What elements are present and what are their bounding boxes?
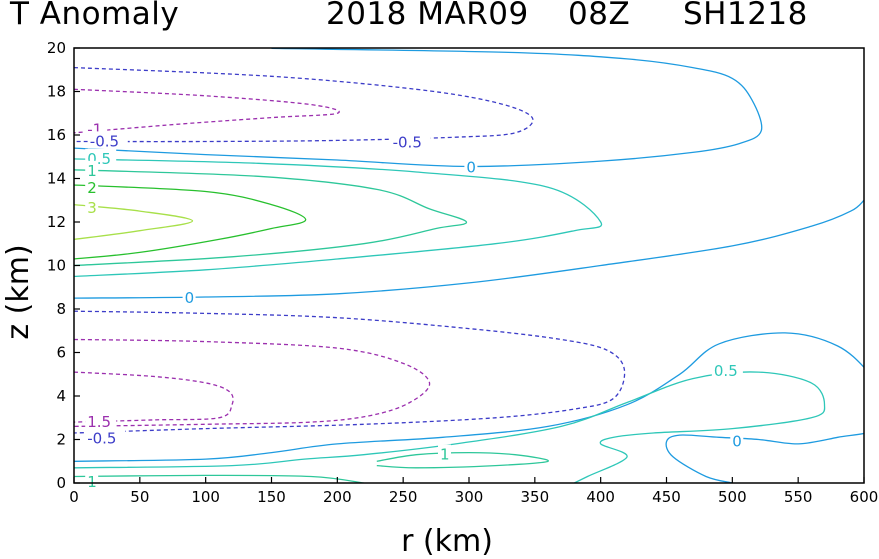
y-tick-label-7: 14 — [47, 170, 66, 188]
svg-text:1: 1 — [87, 473, 97, 491]
contour-label-7: 3 — [85, 197, 99, 217]
contour-label-11: -0.5 — [85, 428, 126, 447]
x-tick-label-12: 600 — [850, 488, 879, 506]
x-tick-label-5: 250 — [389, 488, 418, 506]
contour-line-0 — [74, 48, 763, 168]
chart-title-storm: SH1218 — [683, 0, 808, 32]
contour-line-2 — [74, 88, 340, 134]
y-tick-label-0: 0 — [56, 474, 66, 492]
chart-title-date: 2018 MAR09 — [326, 0, 529, 32]
svg-text:0: 0 — [732, 433, 742, 451]
contour-label-6: 2 — [85, 178, 99, 197]
svg-text:1: 1 — [440, 446, 450, 464]
svg-text:2: 2 — [87, 179, 97, 197]
contour-label-8: 0 — [182, 288, 196, 307]
y-tick-label-3: 6 — [56, 344, 66, 362]
chart-title-hour: 08Z — [568, 0, 631, 32]
axes: 0 50 100 150 200 250 300 350 400 450 500 550 6000246… — [47, 39, 878, 506]
svg-text:0: 0 — [466, 159, 476, 177]
svg-text:0: 0 — [185, 289, 195, 307]
contour-label-1: -0.5 — [87, 131, 128, 150]
contour-label-5: 1 — [85, 160, 99, 180]
x-tick-label-1: 50 — [130, 488, 149, 506]
contour-label-9: 0.5 — [711, 360, 743, 380]
y-tick-label-10: 20 — [47, 39, 66, 57]
x-axis-label: r (km) — [401, 524, 493, 559]
x-tick-label-10: 500 — [718, 488, 747, 506]
y-tick-label-2: 4 — [56, 387, 66, 405]
contour-label-13: 1 — [438, 444, 451, 464]
y-tick-label-9: 18 — [47, 83, 66, 101]
contour-label-2: -0.5 — [390, 132, 431, 152]
y-tick-label-1: 2 — [56, 431, 66, 449]
chart-title-field: T Anomaly — [10, 0, 180, 32]
x-tick-label-4: 200 — [323, 488, 352, 506]
contour-label-12: 0 — [730, 431, 744, 451]
contour-line-5 — [74, 184, 307, 260]
x-tick-label-11: 550 — [784, 488, 813, 506]
contour-line-14 — [74, 474, 364, 483]
contour-line-10 — [74, 371, 234, 423]
x-tick-label-2: 100 — [191, 488, 220, 506]
x-tick-label-9: 450 — [652, 488, 681, 506]
contour-line-11 — [74, 332, 864, 483]
x-tick-label-7: 350 — [521, 488, 550, 506]
y-axis-label: z (km) — [1, 244, 36, 339]
y-tick-label-5: 10 — [47, 257, 66, 275]
contour-line-12 — [74, 371, 826, 483]
svg-text:0.5: 0.5 — [714, 362, 738, 380]
svg-text:-0.5: -0.5 — [90, 132, 119, 150]
contour-label-10: 1.5 — [85, 412, 117, 431]
x-tick-label-3: 150 — [257, 488, 286, 506]
svg-text:1: 1 — [87, 162, 97, 180]
svg-text:-0.5: -0.5 — [87, 429, 116, 447]
svg-text:3: 3 — [87, 199, 97, 217]
contour-line-13 — [376, 451, 549, 469]
contour-label-3: 0 — [464, 157, 478, 177]
x-tick-label-6: 300 — [455, 488, 484, 506]
contour-line-8 — [74, 310, 626, 434]
x-tick-label-0: 0 — [69, 488, 79, 506]
x-tick-label-8: 400 — [586, 488, 615, 506]
contour-line-1 — [74, 66, 534, 143]
contour-line-7 — [74, 199, 864, 299]
contour-lines — [74, 48, 864, 483]
y-tick-label-4: 8 — [56, 300, 66, 318]
y-tick-label-8: 16 — [47, 126, 66, 144]
contour-line-6 — [74, 203, 194, 241]
contour-line-9 — [74, 338, 431, 428]
contour-label-14: 1 — [85, 471, 99, 491]
svg-text:1.5: 1.5 — [87, 413, 111, 431]
svg-text:-0.5: -0.5 — [393, 134, 422, 152]
y-tick-label-6: 12 — [47, 213, 66, 231]
contour-line-4 — [74, 169, 468, 267]
contour-line-3 — [74, 158, 603, 278]
plot-frame — [73, 47, 865, 484]
